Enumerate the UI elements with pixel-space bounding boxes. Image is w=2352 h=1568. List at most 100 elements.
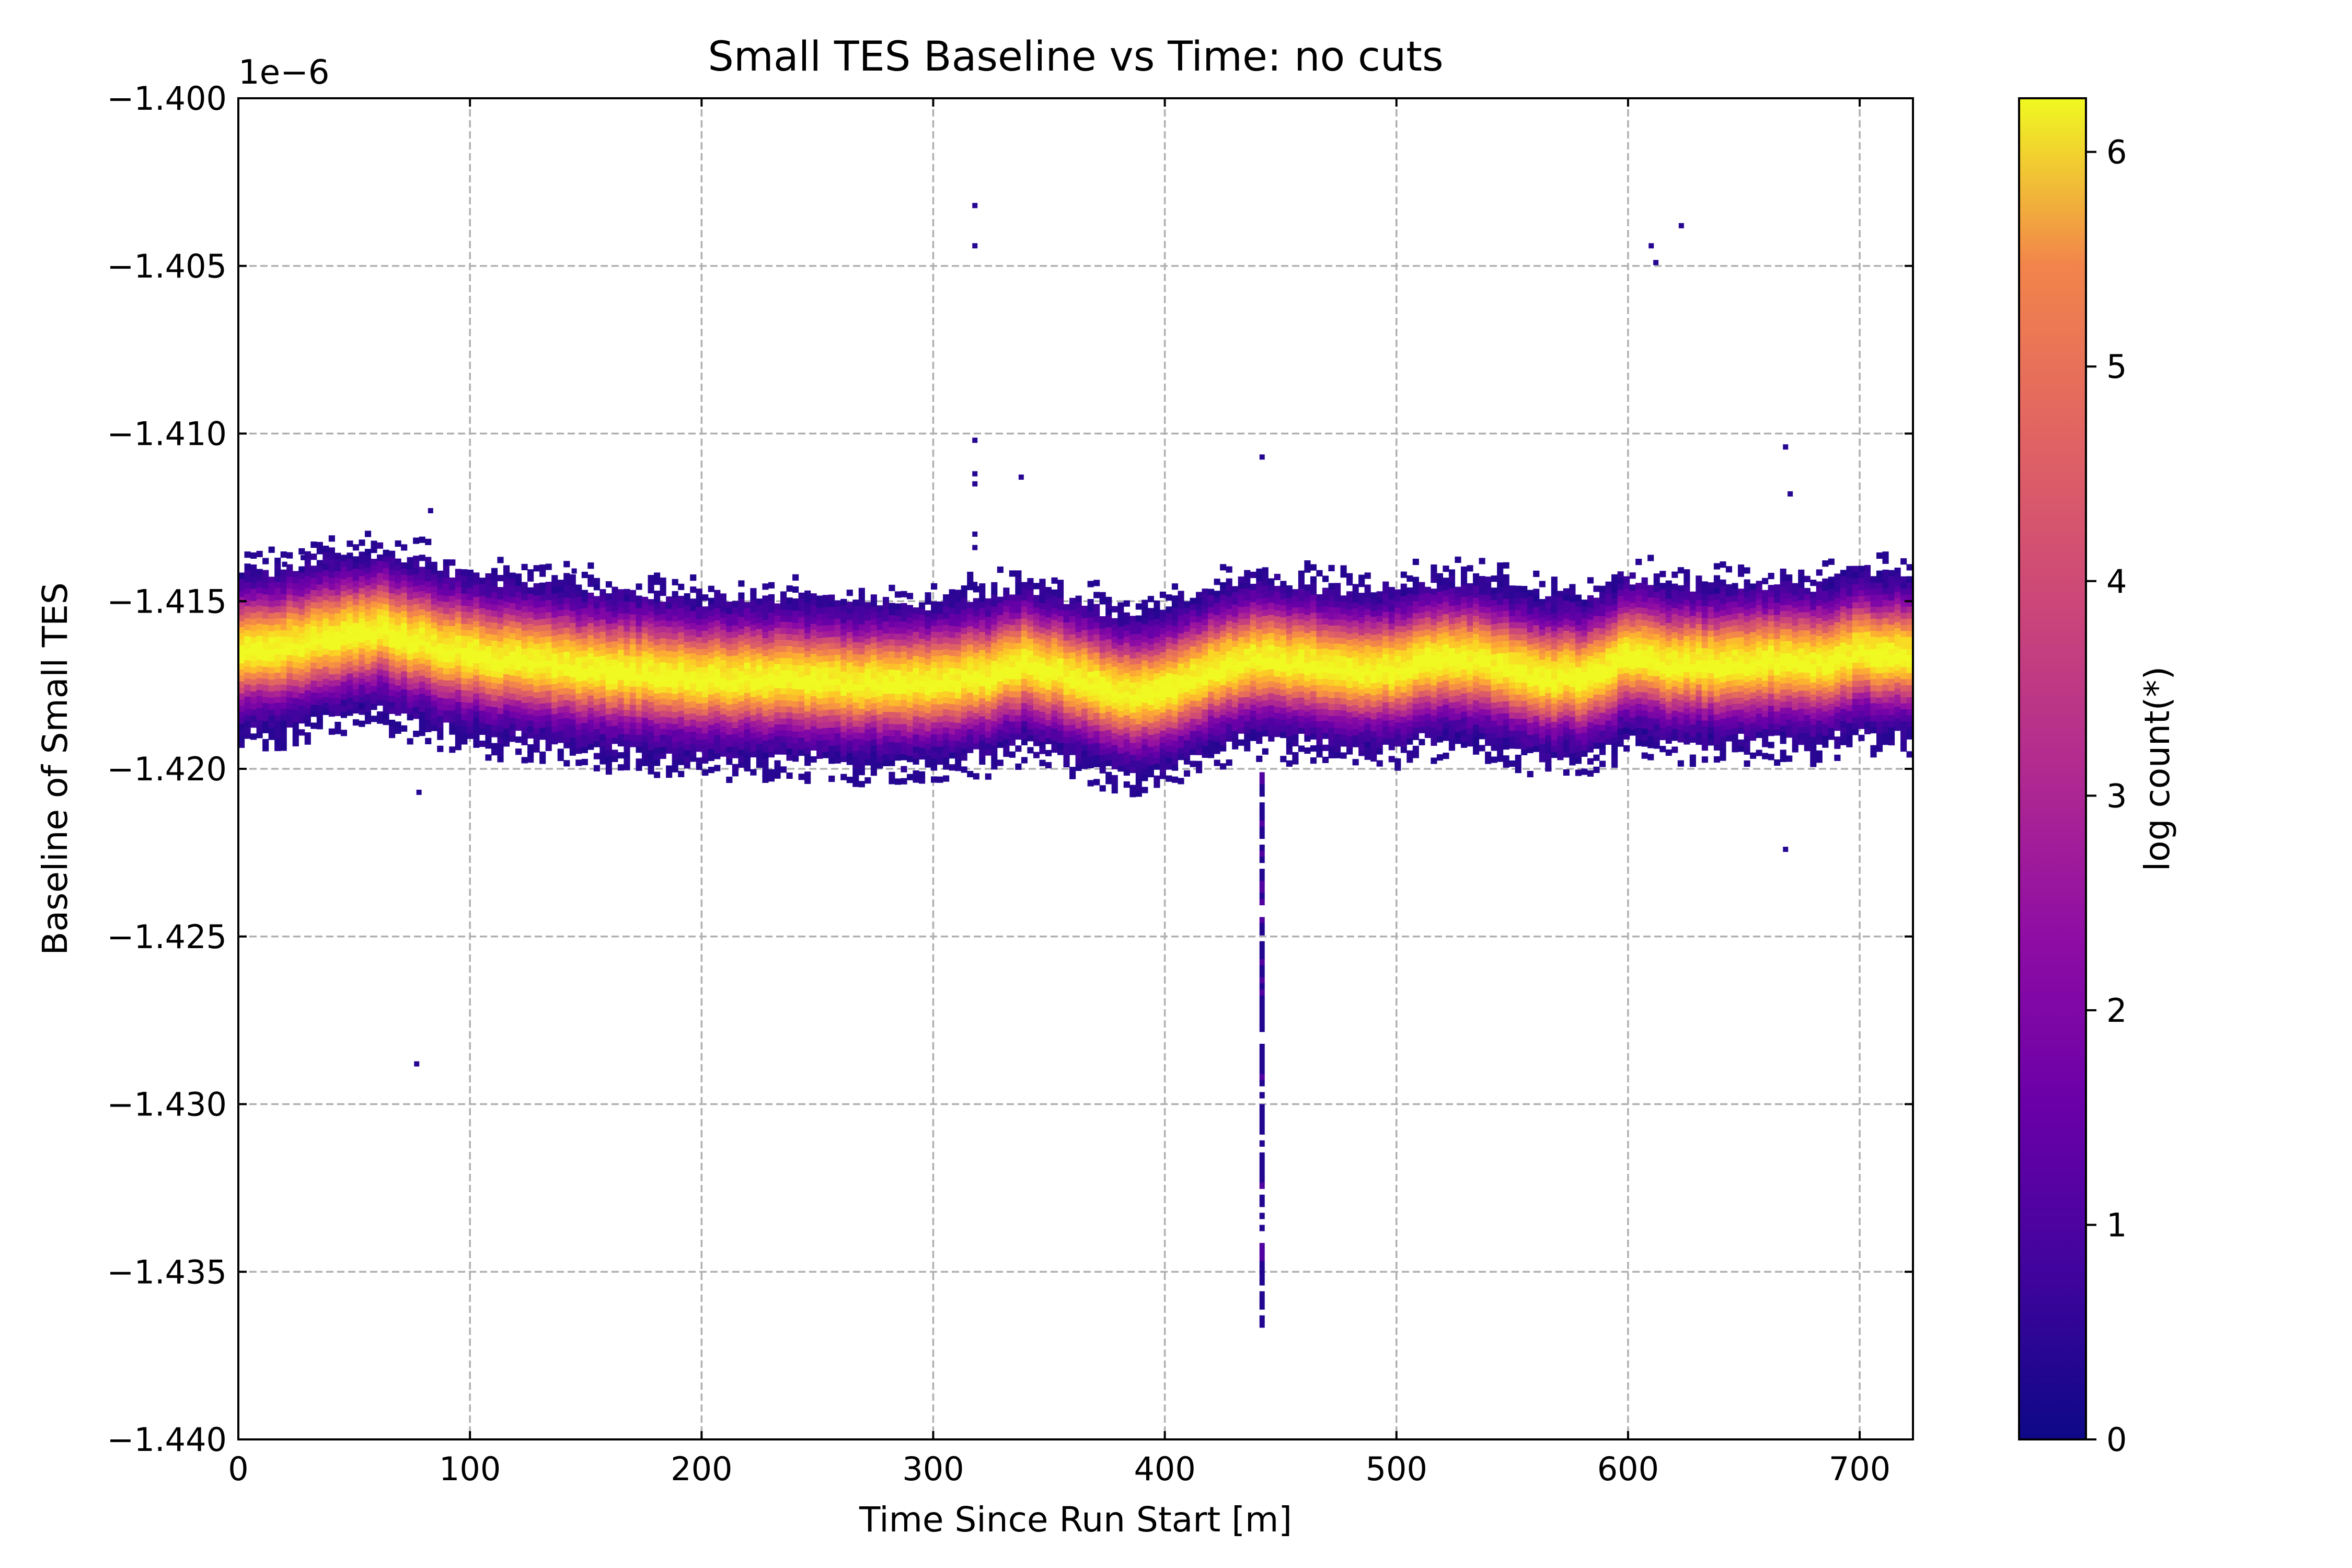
heatmap-cell — [539, 751, 546, 758]
heatmap-cell — [521, 739, 528, 745]
heatmap-cell — [383, 586, 389, 593]
heatmap-cell — [587, 635, 594, 641]
heatmap-cell — [732, 625, 739, 632]
heatmap-cell — [1226, 711, 1232, 718]
heatmap-cell — [852, 684, 859, 690]
heatmap-cell — [1105, 657, 1112, 664]
heatmap-cell — [1069, 767, 1076, 774]
heatmap-cell — [328, 668, 335, 675]
heatmap-cell — [1268, 668, 1275, 675]
heatmap-cell — [889, 742, 895, 748]
heatmap-cell — [894, 651, 902, 659]
heatmap-cell — [810, 648, 817, 654]
heatmap-cell — [1075, 758, 1082, 765]
heatmap-cell — [949, 674, 955, 681]
heatmap-cell — [985, 604, 991, 611]
heatmap-cell — [473, 584, 480, 591]
heatmap-cell — [864, 681, 871, 687]
heatmap-cell — [810, 726, 817, 733]
heatmap-cell — [605, 605, 612, 612]
heatmap-cell — [840, 671, 847, 678]
heatmap-cell — [443, 571, 449, 578]
heatmap-cell — [961, 645, 967, 652]
heatmap-cell — [901, 754, 907, 760]
heatmap-cell — [828, 630, 835, 637]
heatmap-cell — [1159, 724, 1166, 731]
heatmap-cell — [298, 578, 305, 585]
heatmap-cell — [407, 587, 413, 594]
heatmap-cell — [804, 644, 811, 651]
heatmap-cell — [599, 752, 606, 759]
heatmap-cell — [918, 638, 926, 645]
heatmap-cell — [274, 684, 281, 691]
heatmap-cell — [750, 606, 757, 613]
heatmap-cell — [539, 697, 546, 704]
heatmap-cell — [274, 630, 281, 637]
heatmap-cell — [425, 708, 432, 714]
heatmap-cell — [858, 732, 865, 739]
heatmap-cell — [1178, 723, 1184, 730]
heatmap-cell — [515, 670, 522, 677]
heatmap-cell — [666, 668, 673, 675]
heatmap-cell — [1202, 691, 1208, 698]
heatmap-cell — [931, 764, 938, 771]
heatmap-cell — [1171, 595, 1179, 602]
heatmap-cell — [1009, 691, 1016, 698]
heatmap-cell — [587, 641, 594, 648]
heatmap-cell — [310, 554, 317, 560]
heatmap-cell — [906, 610, 914, 618]
heatmap-cell — [617, 686, 625, 693]
heatmap-cell — [1195, 736, 1203, 743]
heatmap-cell — [744, 620, 751, 627]
heatmap-cell — [383, 561, 389, 569]
heatmap-cell — [967, 668, 974, 675]
heatmap-cell — [1063, 610, 1070, 617]
heatmap-cell — [449, 710, 456, 717]
heatmap-cell — [455, 701, 462, 708]
heatmap-cell — [292, 661, 299, 668]
heatmap-cell — [455, 683, 462, 690]
heatmap-cell — [298, 717, 305, 724]
heatmap-cell — [1051, 607, 1058, 614]
heatmap-cell — [407, 665, 413, 672]
heatmap-cell — [1039, 675, 1046, 682]
heatmap-cell — [1093, 700, 1100, 707]
heatmap-cell — [244, 581, 251, 588]
heatmap-cell — [1208, 733, 1215, 740]
heatmap-cell — [298, 608, 305, 615]
heatmap-cell — [762, 686, 769, 693]
heatmap-cell — [1111, 684, 1118, 691]
heatmap-cell — [654, 699, 661, 706]
heatmap-cell — [822, 740, 829, 746]
heatmap-cell — [1232, 610, 1239, 617]
heatmap-cell — [1190, 736, 1196, 743]
heatmap-cell — [497, 593, 504, 599]
heatmap-cell — [816, 704, 823, 711]
heatmap-cell — [894, 748, 902, 755]
heatmap-cell — [1093, 706, 1100, 713]
heatmap-cell — [1195, 664, 1203, 671]
heatmap-cell — [1027, 644, 1034, 651]
heatmap-cell — [684, 701, 690, 709]
heatmap-cell — [1021, 618, 1028, 625]
heatmap-cell — [1244, 714, 1251, 721]
heatmap-cell — [1021, 678, 1028, 685]
heatmap-cell — [708, 658, 714, 665]
heatmap-cell — [1256, 617, 1263, 624]
heatmap-cell — [316, 717, 323, 723]
heatmap-cell — [931, 740, 938, 747]
heatmap-cell — [1057, 700, 1064, 707]
heatmap-cell — [443, 710, 449, 717]
heatmap-cell — [557, 609, 564, 616]
heatmap-cell — [1123, 648, 1130, 655]
heatmap-cell — [1027, 693, 1034, 699]
heatmap-cell — [708, 700, 714, 707]
heatmap-cell — [563, 585, 570, 592]
heatmap-cell — [1021, 648, 1028, 655]
heatmap-cell — [702, 721, 709, 728]
heatmap-cell — [708, 730, 714, 737]
heatmap-cell — [292, 595, 299, 602]
heatmap-cell — [840, 629, 847, 636]
heatmap-cell — [1166, 678, 1172, 685]
heatmap-cell — [858, 684, 865, 691]
